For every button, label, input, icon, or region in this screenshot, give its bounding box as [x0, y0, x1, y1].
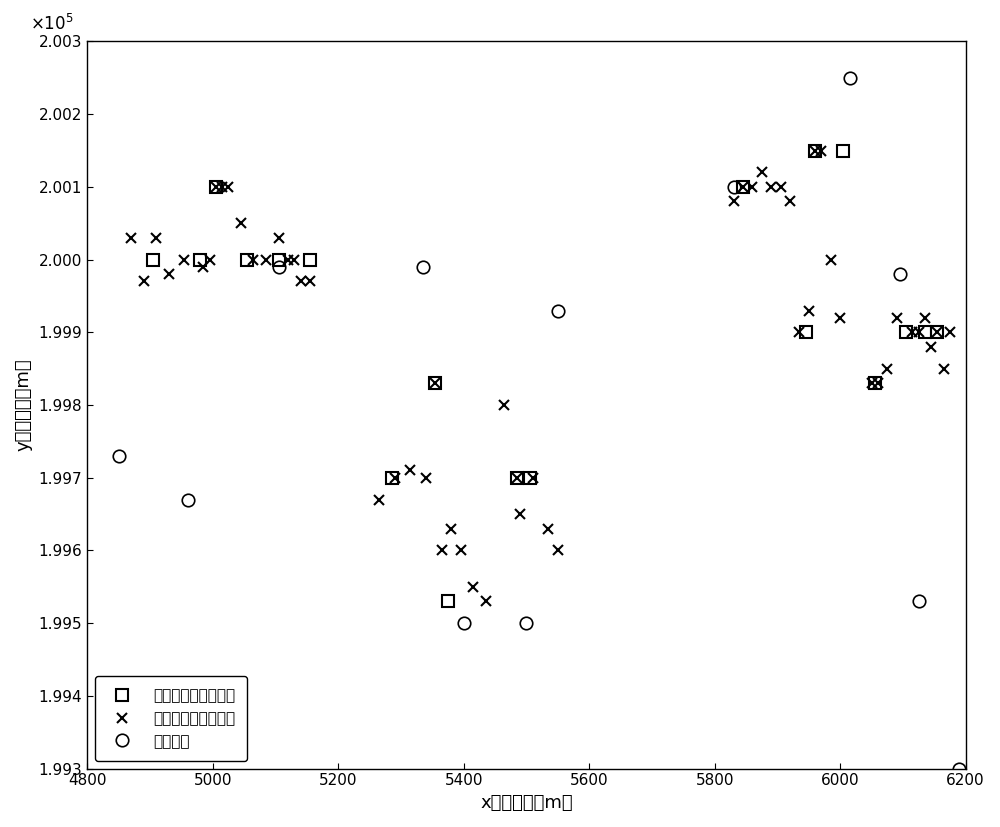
杂波信号: [728, 182, 740, 192]
辐射源目标群真实値: [210, 182, 222, 192]
辐射源目标群观测値: [273, 233, 285, 243]
辐射源目标群真实値: [800, 327, 812, 337]
辐射源目标群观测値: [480, 596, 492, 606]
Line: 杂波信号: 杂波信号: [112, 72, 966, 775]
辐射源目标群真实値: [194, 255, 206, 265]
辐射源目标群真实値: [837, 146, 849, 155]
杂波信号: [113, 451, 125, 461]
杂波信号: [894, 269, 906, 279]
辐射源目标群观测値: [282, 255, 294, 265]
杂波信号: [953, 763, 965, 773]
杂波信号: [844, 73, 856, 83]
X-axis label: x方向位置（m）: x方向位置（m）: [480, 794, 573, 812]
辐射源目标群真实値: [931, 327, 943, 337]
辐射源目标群观测値: [125, 233, 137, 243]
辐射源目标群观测値: [775, 182, 787, 192]
辐射源目标群真实値: [524, 473, 536, 483]
辐射源目标群观测値: [931, 327, 943, 337]
辐射源目标群真实値: [809, 146, 821, 155]
杂波信号: [552, 305, 564, 315]
Y-axis label: y方向位置（m）: y方向位置（m）: [15, 359, 33, 452]
辐射源目标群观测値: [944, 327, 956, 337]
辐射源目标群真实値: [869, 378, 881, 388]
Line: 辐射源目标群观测値: 辐射源目标群观测値: [126, 146, 955, 606]
辐射源目标群真实値: [241, 255, 253, 265]
杂波信号: [520, 619, 532, 629]
杂波信号: [273, 262, 285, 272]
辐射源目标群观测値: [891, 313, 903, 323]
Legend: 辐射源目标群真实値, 辐射源目标群观测値, 杂波信号: 辐射源目标群真实値, 辐射源目标群观测値, 杂波信号: [95, 676, 247, 761]
辐射源目标群真实値: [442, 596, 454, 606]
辐射源目标群真实値: [737, 182, 749, 192]
辐射源目标群真实値: [304, 255, 316, 265]
辐射源目标群观测値: [809, 146, 821, 155]
辐射源目标群真实値: [900, 327, 912, 337]
辐射源目标群真实値: [147, 255, 159, 265]
辐射源目标群真实値: [919, 327, 931, 337]
Text: $\times 10^5$: $\times 10^5$: [30, 14, 74, 34]
杂波信号: [913, 596, 925, 606]
杂波信号: [417, 262, 429, 272]
辐射源目标群真实値: [429, 378, 441, 388]
辐射源目标群真实値: [273, 255, 285, 265]
Line: 辐射源目标群真实値: 辐射源目标群真实値: [148, 145, 943, 607]
辐射源目标群观测値: [815, 146, 827, 155]
杂波信号: [458, 619, 470, 629]
辐射源目标群真实値: [511, 473, 523, 483]
辐射源目标群真实値: [386, 473, 398, 483]
杂波信号: [182, 495, 194, 504]
